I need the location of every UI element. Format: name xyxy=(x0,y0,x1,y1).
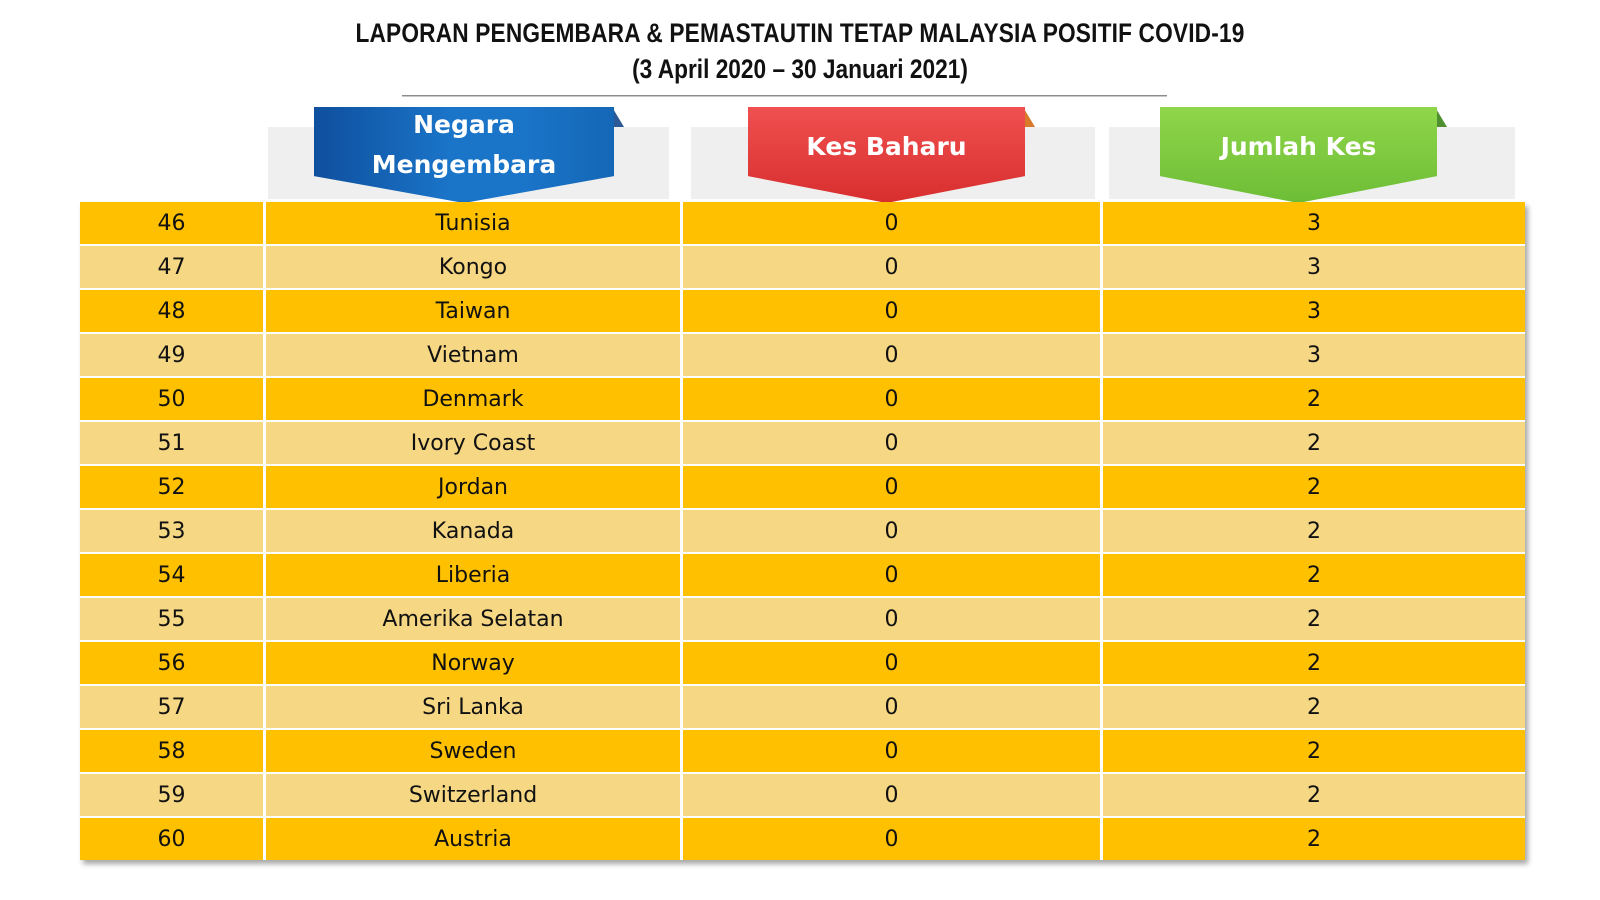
table-row: 50 Denmark 0 2 xyxy=(80,378,1525,422)
total-cases: 2 xyxy=(1103,774,1525,816)
table-row: 60 Austria 0 2 xyxy=(80,818,1525,860)
new-cases: 0 xyxy=(683,598,1103,640)
total-cases: 2 xyxy=(1103,686,1525,728)
row-number: 47 xyxy=(80,246,266,288)
new-cases: 0 xyxy=(683,730,1103,772)
header-kes-baharu: Kes Baharu xyxy=(748,107,1025,203)
country-name: Tunisia xyxy=(266,202,683,244)
new-cases: 0 xyxy=(683,774,1103,816)
table-row: 58 Sweden 0 2 xyxy=(80,730,1525,774)
row-number: 53 xyxy=(80,510,266,552)
new-cases: 0 xyxy=(683,818,1103,860)
total-cases: 2 xyxy=(1103,730,1525,772)
title-divider xyxy=(402,95,1167,97)
report-date-range: (3 April 2020 – 30 Januari 2021) xyxy=(632,54,968,84)
new-cases: 0 xyxy=(683,202,1103,244)
table-row: 49 Vietnam 0 3 xyxy=(80,334,1525,378)
new-cases: 0 xyxy=(683,422,1103,464)
table-row: 47 Kongo 0 3 xyxy=(80,246,1525,290)
total-cases: 3 xyxy=(1103,334,1525,376)
total-cases: 2 xyxy=(1103,378,1525,420)
row-number: 49 xyxy=(80,334,266,376)
total-cases: 2 xyxy=(1103,510,1525,552)
new-cases: 0 xyxy=(683,378,1103,420)
table-row: 59 Switzerland 0 2 xyxy=(80,774,1525,818)
total-cases: 3 xyxy=(1103,202,1525,244)
total-cases: 2 xyxy=(1103,466,1525,508)
country-name: Jordan xyxy=(266,466,683,508)
table-row: 55 Amerika Selatan 0 2 xyxy=(80,598,1525,642)
row-number: 46 xyxy=(80,202,266,244)
country-name: Ivory Coast xyxy=(266,422,683,464)
cases-table: 46 Tunisia 0 3 47 Kongo 0 3 48 Taiwan 0 3 49 Vietnam 0… xyxy=(80,202,1525,860)
country-name: Liberia xyxy=(266,554,683,596)
table-row: 48 Taiwan 0 3 xyxy=(80,290,1525,334)
row-number: 57 xyxy=(80,686,266,728)
header-kes-baharu-label: Kes Baharu xyxy=(806,131,967,161)
total-cases: 2 xyxy=(1103,554,1525,596)
header-negara-line2: Mengembara xyxy=(371,150,557,179)
table-row: 52 Jordan 0 2 xyxy=(80,466,1525,510)
total-cases: 2 xyxy=(1103,818,1525,860)
country-name: Norway xyxy=(266,642,683,684)
country-name: Austria xyxy=(266,818,683,860)
header-negara-line1: Negara xyxy=(413,110,515,139)
table-row: 46 Tunisia 0 3 xyxy=(80,202,1525,246)
row-number: 60 xyxy=(80,818,266,860)
row-number: 59 xyxy=(80,774,266,816)
table-row: 57 Sri Lanka 0 2 xyxy=(80,686,1525,730)
row-number: 52 xyxy=(80,466,266,508)
table-row: 51 Ivory Coast 0 2 xyxy=(80,422,1525,466)
row-number: 56 xyxy=(80,642,266,684)
report-title: LAPORAN PENGEMBARA & PEMASTAUTIN TETAP M… xyxy=(355,18,1245,48)
total-cases: 3 xyxy=(1103,290,1525,332)
total-cases: 2 xyxy=(1103,598,1525,640)
country-name: Kongo xyxy=(266,246,683,288)
new-cases: 0 xyxy=(683,686,1103,728)
table-row: 54 Liberia 0 2 xyxy=(80,554,1525,598)
total-cases: 2 xyxy=(1103,642,1525,684)
country-name: Denmark xyxy=(266,378,683,420)
new-cases: 0 xyxy=(683,554,1103,596)
header-jumlah-kes-label: Jumlah Kes xyxy=(1220,131,1377,161)
new-cases: 0 xyxy=(683,290,1103,332)
country-name: Sri Lanka xyxy=(266,686,683,728)
table-row: 53 Kanada 0 2 xyxy=(80,510,1525,554)
total-cases: 3 xyxy=(1103,246,1525,288)
country-name: Switzerland xyxy=(266,774,683,816)
country-name: Sweden xyxy=(266,730,683,772)
new-cases: 0 xyxy=(683,510,1103,552)
new-cases: 0 xyxy=(683,246,1103,288)
new-cases: 0 xyxy=(683,334,1103,376)
country-name: Taiwan xyxy=(266,290,683,332)
row-number: 50 xyxy=(80,378,266,420)
row-number: 54 xyxy=(80,554,266,596)
table-row: 56 Norway 0 2 xyxy=(80,642,1525,686)
country-name: Vietnam xyxy=(266,334,683,376)
new-cases: 0 xyxy=(683,466,1103,508)
row-number: 51 xyxy=(80,422,266,464)
new-cases: 0 xyxy=(683,642,1103,684)
country-name: Amerika Selatan xyxy=(266,598,683,640)
row-number: 58 xyxy=(80,730,266,772)
row-number: 55 xyxy=(80,598,266,640)
total-cases: 2 xyxy=(1103,422,1525,464)
country-name: Kanada xyxy=(266,510,683,552)
row-number: 48 xyxy=(80,290,266,332)
